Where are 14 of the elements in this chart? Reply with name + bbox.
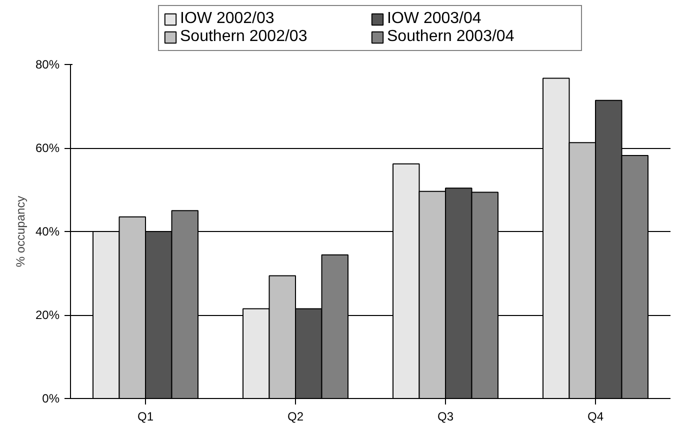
x-tick-label: Q1	[137, 410, 154, 424]
legend-label: IOW 2003/04	[387, 10, 482, 28]
x-tick-label: Q3	[437, 410, 454, 424]
y-tick-label: 80%	[35, 58, 60, 72]
y-tick-label: 0%	[42, 392, 60, 406]
y-tick-label: 60%	[35, 141, 60, 155]
x-tick-label: Q2	[287, 410, 304, 424]
y-tick-label: 40%	[35, 224, 60, 238]
y-tick-label: 20%	[35, 308, 60, 322]
x-tick-label: Q4	[587, 410, 604, 424]
y-axis-title: % occupancy	[13, 196, 28, 268]
legend-label: Southern 2003/04	[387, 28, 516, 46]
legend-label: IOW 2002/03	[180, 10, 276, 28]
legend-label: Southern 2002/03	[180, 28, 308, 46]
